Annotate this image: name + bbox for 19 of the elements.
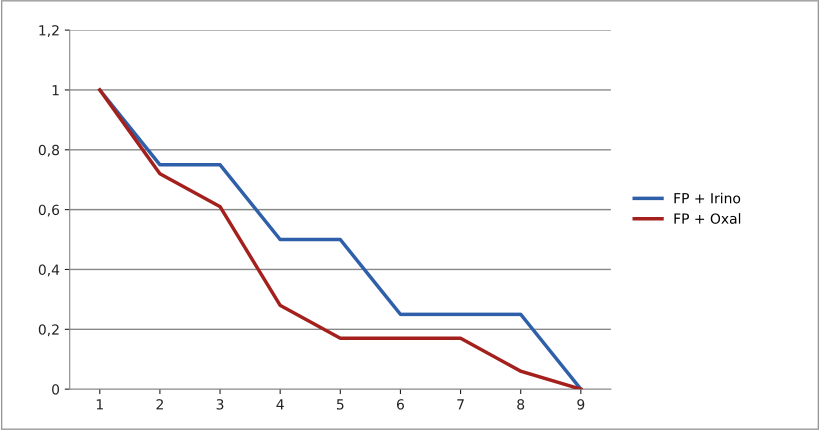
x-tick-label: 1 <box>96 399 103 410</box>
y-tick-label: 1,2 <box>39 25 59 37</box>
x-tick-label: 5 <box>336 399 344 410</box>
x-tick-label: 6 <box>396 399 404 410</box>
x-tick-label: 7 <box>457 399 464 410</box>
y-tick-label: 0,6 <box>38 204 60 217</box>
y-tick-label: 0,2 <box>38 324 59 336</box>
y-tick-label: 0 <box>52 384 60 395</box>
legend-label: FP + Oxal <box>674 213 740 224</box>
legend-label: FP + Irino <box>674 192 740 204</box>
y-tick-label: 0,4 <box>38 264 60 276</box>
y-tick-label: 0,8 <box>38 144 60 157</box>
x-tick-label: 2 <box>156 399 163 410</box>
line-series <box>98 88 583 390</box>
x-tick-label: 4 <box>276 399 284 410</box>
x-tick-label: 3 <box>216 399 224 410</box>
x-tick-label: 8 <box>517 399 524 410</box>
x-tick-label: 9 <box>577 399 584 410</box>
y-tick-label: 1 <box>52 85 59 96</box>
